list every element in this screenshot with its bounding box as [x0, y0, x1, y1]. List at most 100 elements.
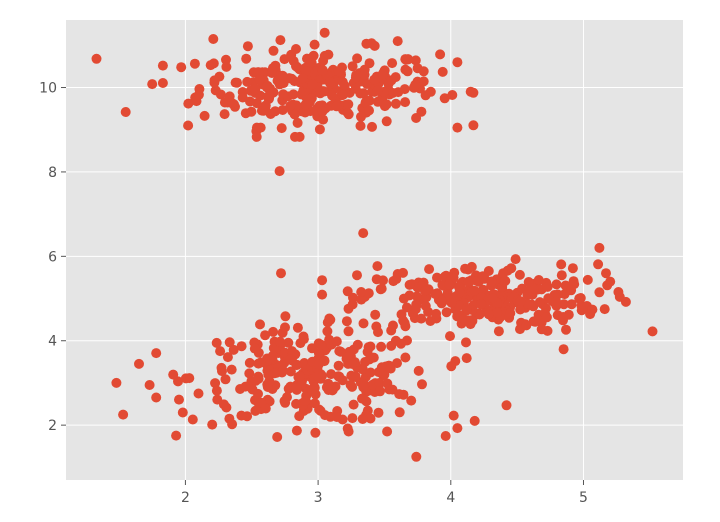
x-tick-label: 4 [446, 490, 455, 506]
data-point [400, 352, 411, 363]
data-point [313, 347, 324, 358]
data-point [255, 357, 266, 368]
data-point [323, 385, 334, 395]
data-point [352, 339, 363, 350]
data-point [398, 267, 408, 278]
data-point [374, 378, 385, 388]
data-point [324, 334, 335, 345]
data-point [211, 385, 222, 396]
data-point [292, 322, 303, 333]
data-point [361, 396, 372, 407]
data-point [260, 100, 271, 111]
data-point [177, 407, 188, 418]
data-point [465, 319, 476, 330]
data-point [339, 80, 350, 91]
data-point [291, 398, 302, 409]
data-point [401, 302, 412, 313]
data-point [447, 90, 458, 100]
data-point [436, 295, 447, 306]
data-point [348, 399, 359, 410]
data-point [647, 326, 658, 337]
data-point [469, 285, 480, 296]
data-point [355, 88, 366, 99]
data-point [398, 293, 409, 304]
data-point [558, 344, 569, 355]
data-point [369, 40, 380, 51]
data-point [292, 117, 303, 128]
data-point [386, 325, 397, 336]
data-point [151, 392, 162, 403]
data-point [323, 49, 334, 60]
data-point [341, 316, 352, 327]
data-point [375, 386, 385, 397]
data-point [227, 419, 238, 430]
data-point [278, 365, 288, 376]
data-point [386, 75, 397, 86]
data-point [363, 288, 374, 299]
data-point [222, 352, 233, 363]
data-point [280, 322, 290, 333]
data-point [297, 73, 308, 84]
data-point [343, 99, 354, 110]
data-point [386, 340, 397, 351]
data-point [180, 373, 191, 384]
data-point [302, 53, 312, 64]
data-point [439, 93, 450, 104]
data-point [337, 375, 348, 386]
data-point [272, 432, 283, 442]
data-point [91, 53, 102, 64]
data-point [255, 319, 265, 330]
data-point [400, 64, 411, 75]
data-point [267, 350, 278, 361]
data-point [291, 61, 301, 72]
data-point [224, 337, 235, 348]
data-point [212, 394, 223, 405]
data-point [411, 451, 422, 462]
y-tick-label: 2 [48, 418, 57, 434]
data-point [255, 122, 266, 133]
data-point [326, 369, 337, 380]
data-point [371, 321, 382, 332]
data-point [476, 299, 487, 310]
data-point [324, 313, 335, 324]
data-point [242, 76, 253, 87]
data-point [440, 431, 451, 441]
data-point [288, 89, 299, 100]
data-point [561, 324, 571, 335]
data-point [208, 58, 219, 69]
data-point [541, 312, 552, 323]
data-point [176, 62, 187, 73]
data-point [385, 363, 396, 374]
data-point [118, 409, 129, 420]
data-point [111, 377, 122, 388]
data-point [294, 411, 305, 422]
data-point [254, 74, 265, 85]
data-point [369, 74, 380, 85]
data-point [331, 101, 342, 112]
data-point [413, 365, 424, 376]
x-tick-label: 5 [579, 490, 588, 506]
data-point [343, 426, 354, 437]
data-point [392, 36, 403, 47]
data-point [523, 277, 534, 287]
data-point [209, 75, 220, 86]
data-point [382, 426, 393, 437]
data-point [594, 242, 605, 253]
data-point [228, 344, 239, 355]
data-point [317, 65, 328, 76]
data-point [274, 79, 285, 90]
data-point [280, 311, 291, 322]
data-point [322, 326, 333, 337]
data-point [370, 309, 381, 320]
data-point [241, 53, 252, 64]
data-point [120, 107, 131, 117]
data-point [187, 414, 198, 425]
x-tick-label: 2 [181, 490, 190, 506]
data-point [310, 427, 321, 438]
data-point [318, 114, 329, 125]
data-point [446, 297, 457, 308]
data-point [211, 337, 222, 348]
data-point [360, 357, 370, 367]
data-point [514, 269, 525, 280]
